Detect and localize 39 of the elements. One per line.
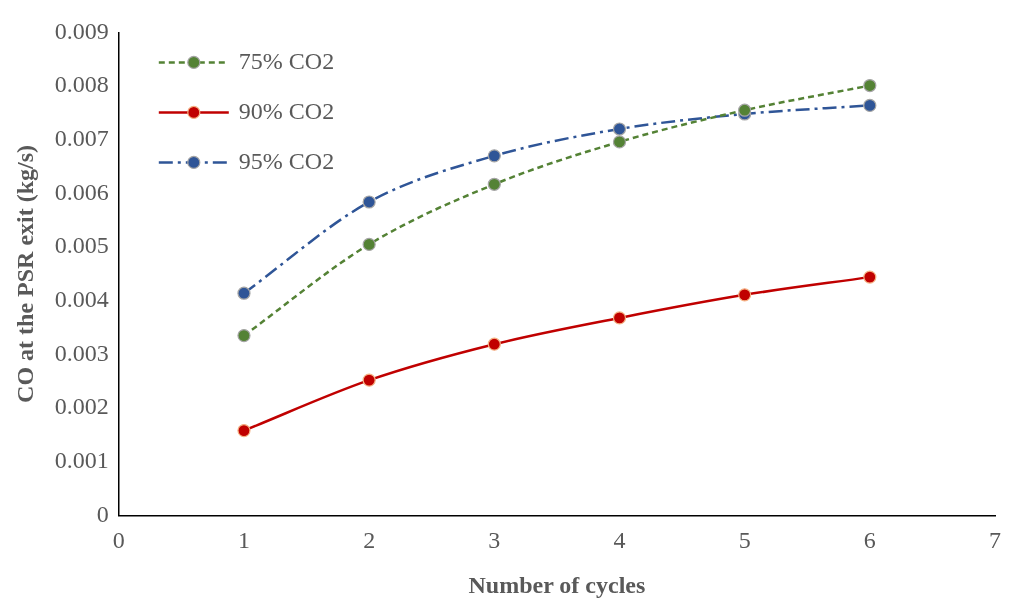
y-tick-label: 0.004 bbox=[54, 286, 109, 313]
point bbox=[487, 177, 501, 191]
point bbox=[863, 270, 877, 284]
point bbox=[738, 288, 752, 302]
legend-label: 75% CO2 bbox=[238, 47, 335, 74]
point bbox=[863, 78, 877, 93]
x-axis-title: Number of cycles bbox=[468, 571, 646, 598]
point bbox=[362, 195, 376, 209]
legend-label: 95% CO2 bbox=[238, 147, 335, 174]
y-tick-label: 0.005 bbox=[54, 232, 109, 259]
y-tick-label: 0.009 bbox=[54, 17, 109, 44]
y-tick-label: 0.002 bbox=[54, 393, 109, 420]
x-tick-label: 2 bbox=[363, 527, 376, 554]
y-axis-title: CO at the PSR exit (kg/s) bbox=[11, 144, 38, 403]
y-tick-label: 0.003 bbox=[54, 339, 109, 366]
point bbox=[362, 237, 376, 251]
x-tick-label: 3 bbox=[488, 527, 501, 554]
y-tick-label: 0.008 bbox=[54, 71, 109, 98]
point bbox=[738, 103, 752, 117]
point bbox=[487, 149, 501, 163]
x-tick-label: 6 bbox=[863, 527, 876, 554]
x-tick-label: 5 bbox=[738, 527, 751, 554]
point bbox=[863, 98, 877, 112]
point bbox=[362, 373, 376, 387]
point bbox=[612, 122, 627, 136]
point bbox=[237, 329, 251, 343]
point bbox=[237, 286, 251, 300]
point bbox=[237, 424, 251, 438]
legend-label: 90% CO2 bbox=[238, 97, 335, 124]
point bbox=[612, 311, 627, 325]
point bbox=[487, 337, 501, 351]
y-tick-label: 0 bbox=[96, 500, 109, 527]
y-tick-label: 0.007 bbox=[54, 125, 109, 152]
x-tick-label: 4 bbox=[613, 527, 626, 554]
x-tick-label: 7 bbox=[989, 527, 1001, 554]
x-tick-label: 1 bbox=[237, 527, 250, 554]
y-tick-label: 0.006 bbox=[54, 178, 109, 205]
y-tick-label: 0.001 bbox=[54, 447, 109, 474]
point bbox=[612, 135, 627, 149]
